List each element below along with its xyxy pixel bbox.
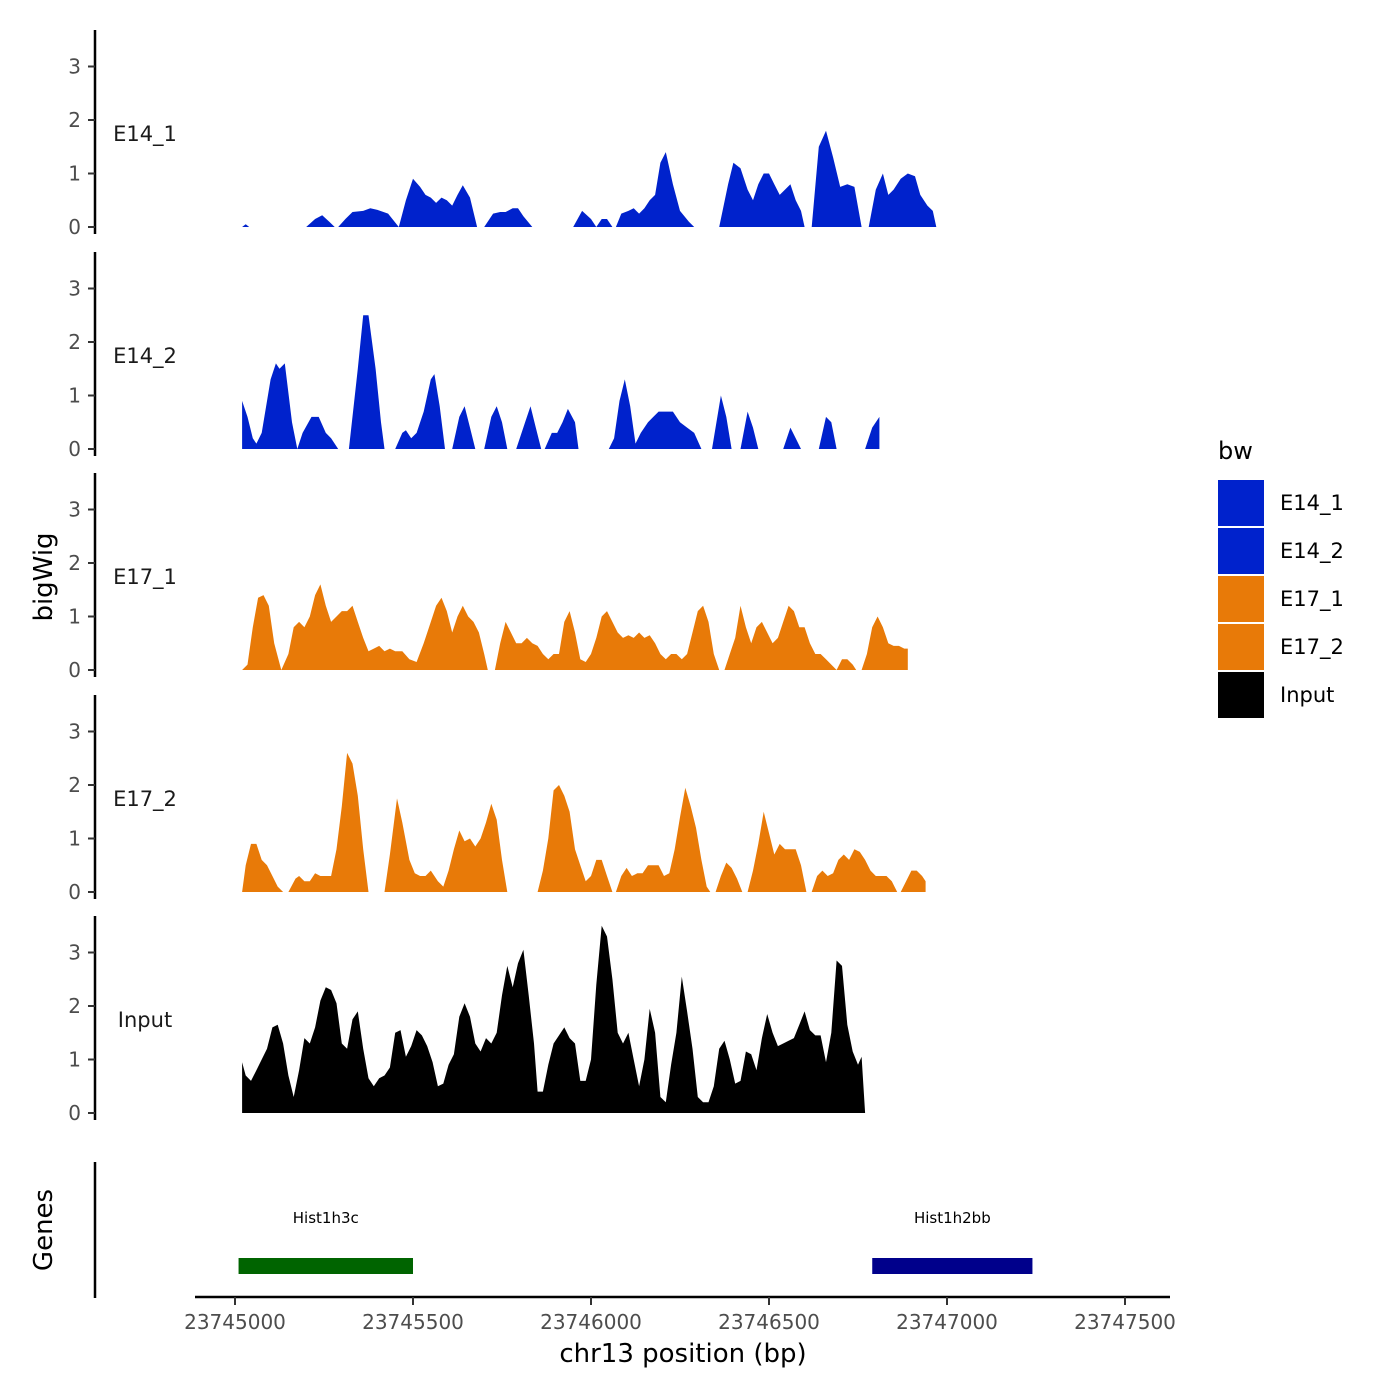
y-tick-label: 1: [68, 162, 81, 186]
x-tick-label: 23746500: [718, 1310, 820, 1334]
x-tick-label: 23747500: [1074, 1310, 1176, 1334]
y-tick-label: 2: [68, 551, 81, 575]
gene-body: [872, 1258, 1033, 1274]
legend-key-E17_2: [1218, 624, 1264, 670]
genes-track-title: Genes: [29, 1189, 59, 1271]
track-label: Input: [118, 1008, 172, 1032]
y-tick-label: 3: [68, 941, 81, 965]
y-tick-label: 1: [68, 827, 81, 851]
tracks-layer: 0 1 2 3 E14_1 0 1 2 3 E14_2 0 1 2 3 E17_1 0 1 2 3 E17_2 0 1 2 3…: [68, 30, 937, 1125]
x-axis-title: chr13 position (bp): [559, 1339, 806, 1369]
y-tick-label: 0: [68, 1101, 81, 1125]
y-tick-label: 2: [68, 773, 81, 797]
area-E17_1: [242, 584, 908, 670]
legend-label-E14_2: E14_2: [1280, 539, 1344, 564]
legend-title: bw: [1218, 437, 1253, 465]
track-Input: 0 1 2 3 Input: [68, 916, 866, 1125]
y-tick-label: 2: [68, 108, 81, 132]
y-tick-label: 1: [68, 384, 81, 408]
legend-key-E17_1: [1218, 576, 1264, 622]
legend: bw E14_1 E14_2 E17_1 E17_2 Input: [1218, 437, 1344, 718]
legend-key-Input: [1218, 672, 1264, 718]
y-tick-label: 0: [68, 437, 81, 461]
legend-label-E14_1: E14_1: [1280, 491, 1344, 516]
track-label: E14_2: [113, 344, 177, 369]
y-tick-label: 0: [68, 880, 81, 904]
gene-Hist1h3c: Hist1h3c: [238, 1209, 413, 1274]
track-E14_1: 0 1 2 3 E14_1: [68, 30, 937, 239]
y-axis-title: bigWig: [29, 532, 59, 621]
track-E17_1: 0 1 2 3 E17_1: [68, 473, 908, 682]
y-tick-label: 0: [68, 658, 81, 682]
legend-key-E14_1: [1218, 480, 1264, 526]
gene-body: [238, 1258, 413, 1274]
legend-label-Input: Input: [1280, 683, 1334, 707]
legend-label-E17_2: E17_2: [1280, 635, 1344, 660]
y-tick-label: 1: [68, 1048, 81, 1072]
legend-key-E14_2: [1218, 528, 1264, 574]
x-axis: 23745000 23745500 23746000 23746500 23747000…: [184, 1295, 1176, 1334]
gene-Hist1h2bb: Hist1h2bb: [872, 1209, 1033, 1274]
track-label: E14_1: [113, 122, 177, 147]
gene-label: Hist1h3c: [293, 1209, 359, 1227]
x-tick-label: 23745500: [362, 1310, 464, 1334]
y-tick-label: 3: [68, 277, 81, 301]
y-tick-label: 2: [68, 330, 81, 354]
track-E14_2: 0 1 2 3 E14_2: [68, 252, 880, 461]
y-tick-label: 2: [68, 994, 81, 1018]
gene-label: Hist1h2bb: [914, 1209, 991, 1227]
track-E17_2: 0 1 2 3 E17_2: [68, 695, 926, 904]
x-tick-label: 23745000: [184, 1310, 286, 1334]
genes-layer: Hist1h3c Hist1h2bb: [93, 1162, 1033, 1298]
y-tick-label: 0: [68, 215, 81, 239]
area-E17_2: [242, 752, 926, 892]
x-tick-label: 23747000: [896, 1310, 998, 1334]
y-tick-label: 3: [68, 55, 81, 79]
y-tick-label: 3: [68, 498, 81, 522]
area-Input: [242, 925, 866, 1113]
x-tick-label: 23746000: [540, 1310, 642, 1334]
track-label: E17_2: [113, 787, 177, 812]
y-tick-label: 3: [68, 720, 81, 744]
area-E14_2: [242, 315, 880, 449]
y-tick-label: 1: [68, 605, 81, 629]
area-E14_1: [242, 130, 937, 227]
track-label: E17_1: [113, 565, 177, 590]
legend-label-E17_1: E17_1: [1280, 587, 1344, 612]
